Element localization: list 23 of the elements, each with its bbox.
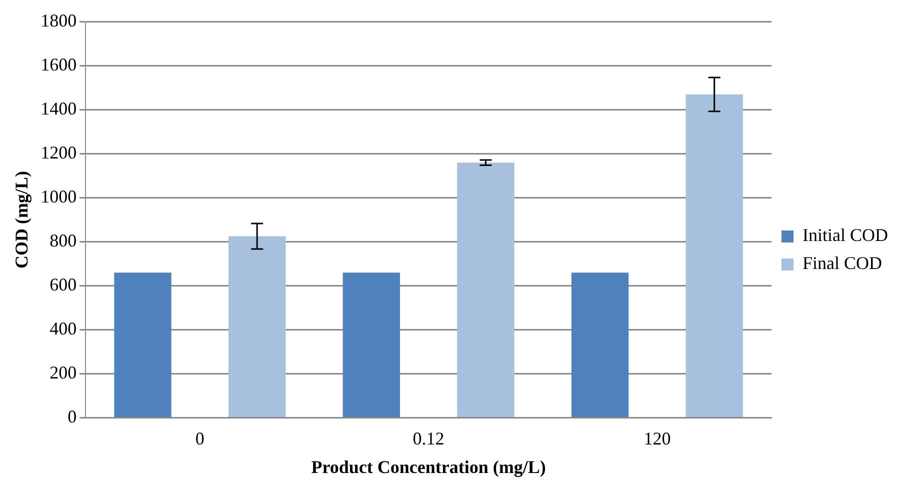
- y-tick-label: 600: [50, 274, 77, 295]
- x-tick-label: 120: [644, 428, 671, 448]
- bar: [114, 272, 172, 418]
- bar: [571, 272, 629, 418]
- y-tick-label: 1400: [40, 98, 77, 119]
- bar: [228, 236, 286, 418]
- bar: [342, 272, 400, 418]
- y-tick-label: 800: [50, 230, 77, 251]
- y-axis-title: COD (mg/L): [11, 171, 32, 269]
- bar: [457, 162, 514, 418]
- y-tick-label: 1200: [40, 142, 77, 163]
- y-tick-label: 400: [50, 318, 77, 339]
- x-tick-label: 0: [195, 428, 204, 448]
- bar: [686, 94, 743, 418]
- x-tick-label: 0.12: [412, 428, 444, 448]
- legend-label: Final COD: [802, 253, 882, 274]
- y-tick-label: 1000: [40, 186, 77, 207]
- y-tick-label: 0: [68, 406, 77, 427]
- legend-label: Initial COD: [802, 225, 888, 246]
- y-tick-label: 200: [50, 362, 77, 383]
- y-tick-label: 1600: [40, 54, 77, 75]
- y-tick-label: 1800: [40, 10, 77, 31]
- x-axis-title: Product Concentration (mg/L): [311, 456, 546, 477]
